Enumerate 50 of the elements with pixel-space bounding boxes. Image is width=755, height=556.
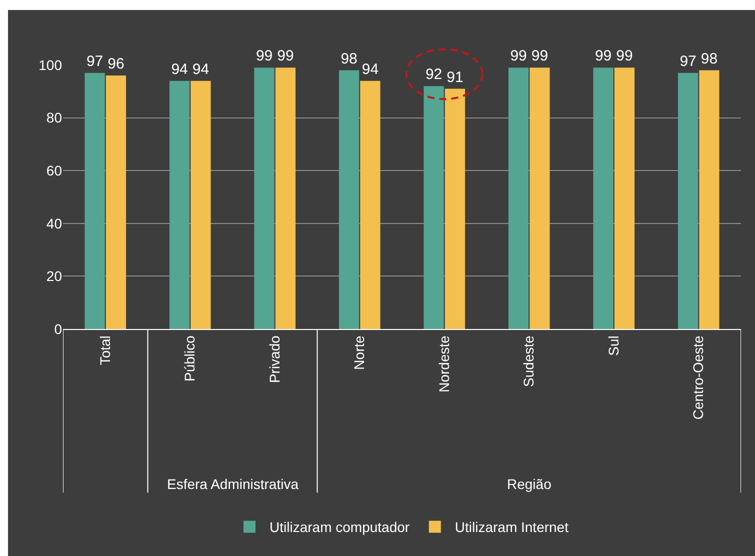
bar [254, 68, 274, 329]
text: Esfera Administrativa [167, 476, 299, 492]
data-label: 98 [700, 50, 718, 68]
bar [593, 68, 614, 329]
data-label: 99 [594, 48, 612, 65]
data-label: 97 [86, 52, 104, 70]
data-label: 94 [192, 60, 210, 78]
data-label: 99 [510, 48, 527, 65]
bar [84, 72, 105, 329]
data-label: 98 [340, 50, 358, 68]
y-tick-label: 100 [38, 56, 62, 73]
bar [190, 80, 211, 329]
data-label: 99 [256, 48, 273, 65]
bar [678, 72, 698, 329]
y-tick-label: 0 [54, 320, 62, 337]
bar [106, 76, 126, 329]
bar [444, 88, 466, 329]
data-label: 92 [425, 66, 442, 84]
bar [338, 70, 360, 329]
x-tick-label: Centro-Oeste [690, 335, 706, 420]
text: Região [507, 476, 552, 492]
data-label: 94 [362, 60, 379, 78]
data-label: 97 [680, 52, 696, 70]
data-label: 96 [108, 56, 124, 73]
bar [699, 70, 720, 329]
data-label: 91 [446, 68, 464, 86]
bar [614, 68, 635, 329]
x-tick-label: Sudeste [520, 335, 537, 387]
y-tick-label: 20 [46, 268, 62, 284]
x-tick-label: Total [96, 336, 113, 366]
bar [275, 68, 296, 329]
bar [424, 86, 444, 329]
y-tick-label: 80 [46, 110, 62, 126]
x-tick-label: Privado [266, 335, 282, 384]
data-label: 94 [171, 60, 188, 78]
legend-label: Utilizaram computador [270, 519, 410, 536]
data-label: 99 [277, 48, 294, 65]
x-tick-label: Público [182, 335, 198, 382]
data-label: 99 [616, 48, 633, 65]
x-tick-label: Nordeste [436, 335, 452, 392]
bar [169, 80, 190, 329]
bar [530, 68, 550, 329]
bar [508, 68, 529, 329]
x-tick-label: Sul [605, 336, 622, 356]
data-label: 99 [531, 48, 548, 65]
legend-label: Utilizaram Internet [454, 519, 569, 536]
y-tick-label: 60 [46, 162, 62, 178]
bar [360, 80, 380, 329]
x-tick-label: Norte [351, 335, 368, 370]
y-tick-label: 40 [46, 215, 62, 232]
